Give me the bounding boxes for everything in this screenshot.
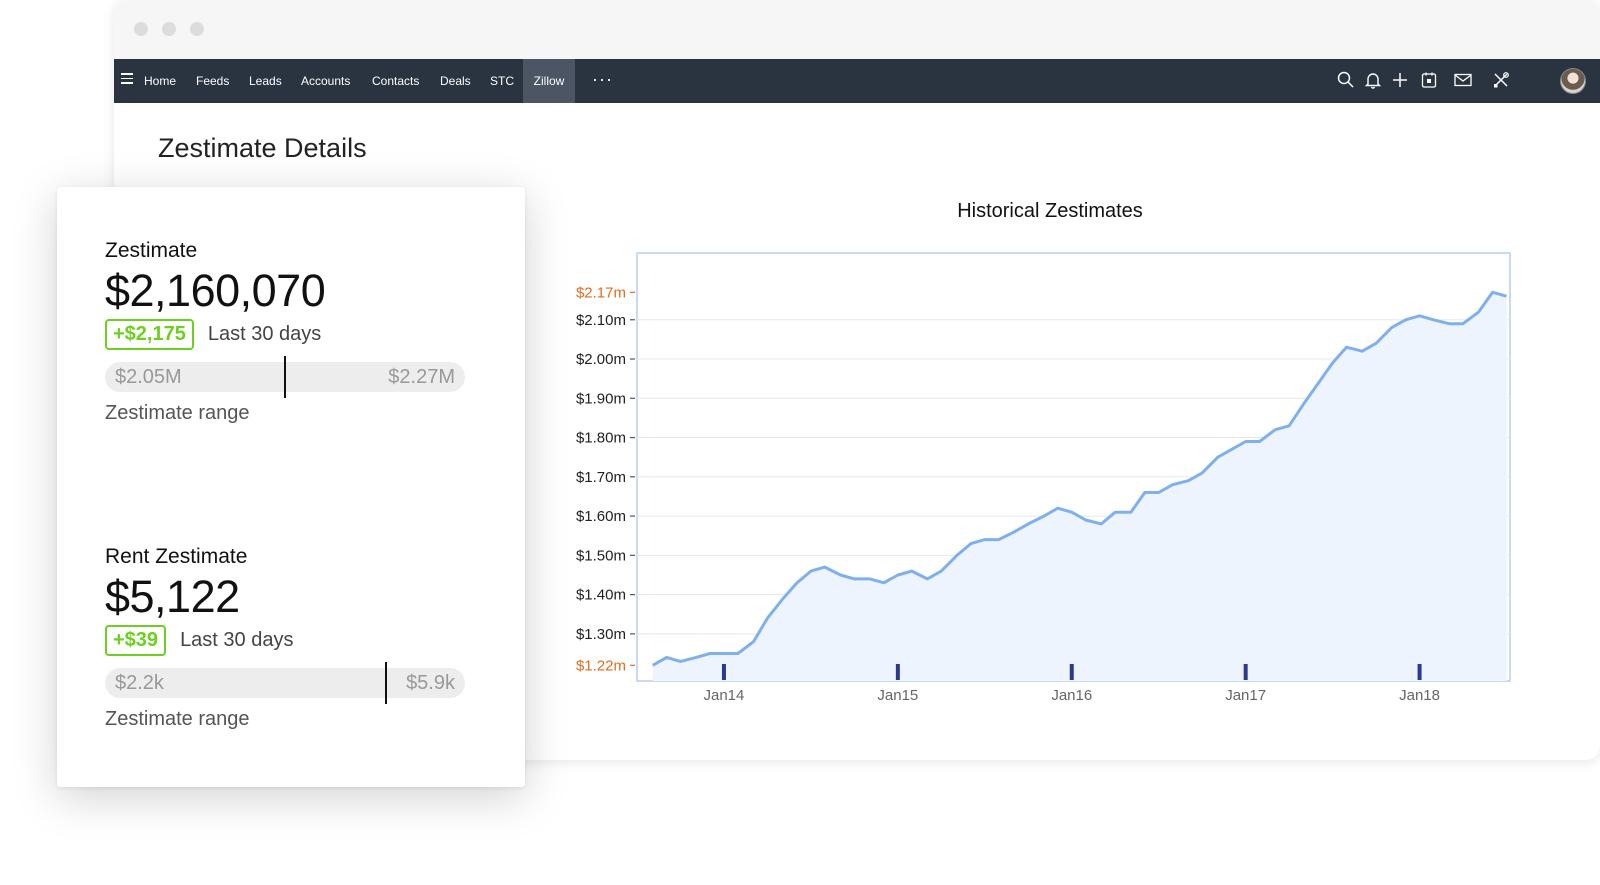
user-avatar[interactable] [1560, 68, 1586, 94]
nav-item-feeds[interactable]: Feeds [196, 74, 230, 88]
chart-svg: $1.22m $1.30m $1.40m $1.50m $1.60m $1.70m $1.8… [576, 252, 1511, 704]
y-tick-label: $1.60m [576, 508, 626, 525]
historical-zestimates-chart: Historical Zestimates $1.22m $1.30m $1.40m… [560, 190, 1540, 720]
rent-change-period: Last 30 days [180, 629, 294, 651]
series-area [652, 292, 1507, 681]
zestimate-range-bar: $2.05M $2.27M [105, 356, 465, 398]
rent-zestimate-label: Rent Zestimate [105, 545, 248, 568]
y-tick-label: $1.50m [576, 547, 626, 564]
rent-range-caption: Zestimate range [105, 708, 250, 730]
x-year-marker [1417, 664, 1422, 680]
mail-icon[interactable] [1453, 70, 1475, 90]
rent-range-bar: $2.2k $5.9k [105, 662, 465, 704]
zestimate-card: Zestimate $2,160,070 +$2,175 Last 30 day… [57, 187, 525, 787]
x-tick-label: Jan14 [704, 687, 745, 704]
y-tick-label: $1.90m [576, 390, 626, 407]
rent-range-high: $5.9k [406, 672, 455, 694]
zestimate-range-caption: Zestimate range [105, 402, 250, 424]
rent-change-row: +$39 Last 30 days [105, 625, 485, 656]
rent-change-badge: +$39 [105, 625, 167, 656]
y-tick-label: $2.10m [576, 312, 626, 329]
nav-item-accounts[interactable]: Accounts [301, 74, 351, 88]
zestimate-metric: Zestimate $2,160,070 +$2,175 Last 30 day… [105, 239, 485, 425]
y-tick-label: $1.70m [576, 469, 626, 486]
zestimate-label: Zestimate [105, 239, 198, 262]
window-titlebar [114, 0, 1600, 59]
x-tick-label: Jan17 [1225, 687, 1266, 704]
chart-title: Historical Zestimates [957, 200, 1143, 222]
y-tick-label: $2.00m [576, 351, 626, 368]
zestimate-range-low: $2.05M [115, 366, 182, 388]
zestimate-change-period: Last 30 days [207, 323, 322, 345]
hamburger-menu-icon[interactable] [121, 73, 133, 87]
nav-item-stc[interactable]: STC [490, 74, 514, 88]
nav-item-deals[interactable]: Deals [440, 74, 471, 88]
y-tick-label: $1.80m [576, 430, 626, 447]
nav-more-button[interactable]: ··· [592, 69, 613, 89]
y-tick-label: $1.22m [576, 657, 626, 674]
y-tick-label: $1.40m [576, 587, 626, 604]
top-navbar: Home Feeds Leads Accounts Contacts Deals… [114, 59, 1600, 103]
rent-range-low: $2.2k [115, 672, 164, 694]
rent-zestimate-metric: Rent Zestimate $5,122 +$39 Last 30 days … [105, 545, 485, 731]
x-tick-label: Jan16 [1051, 687, 1092, 704]
rent-range-marker [384, 662, 387, 704]
zestimate-change-badge: +$2,175 [105, 319, 194, 350]
x-tick-label: Jan15 [877, 687, 918, 704]
y-tick-label: $1.30m [576, 626, 626, 643]
x-tick-label: Jan18 [1399, 687, 1440, 704]
x-year-marker [1243, 664, 1248, 680]
rent-zestimate-value: $5,122 [105, 571, 240, 622]
bell-icon[interactable] [1363, 70, 1383, 90]
tools-icon[interactable] [1491, 70, 1511, 90]
zestimate-range-high: $2.27M [388, 366, 455, 388]
window-minimize-dot[interactable] [162, 22, 176, 36]
window-close-dot[interactable] [134, 22, 148, 36]
x-year-marker [721, 664, 726, 680]
zestimate-value: $2,160,070 [105, 265, 326, 316]
nav-item-leads[interactable]: Leads [249, 74, 282, 88]
zestimate-range-marker [284, 356, 286, 398]
y-tick-label: $2.17m [576, 284, 626, 301]
search-icon[interactable] [1336, 70, 1356, 90]
nav-item-zillow[interactable]: Zillow [523, 59, 575, 103]
zestimate-change-row: +$2,175 Last 30 days [105, 319, 485, 350]
nav-item-home[interactable]: Home [144, 74, 177, 88]
calendar-icon[interactable] [1419, 70, 1439, 90]
plus-icon[interactable] [1390, 70, 1410, 90]
page-title: Zestimate Details [158, 133, 367, 163]
window-maximize-dot[interactable] [190, 22, 204, 36]
nav-item-contacts[interactable]: Contacts [372, 74, 420, 88]
x-year-marker [895, 664, 900, 680]
x-year-marker [1069, 664, 1074, 680]
series-line [651, 290, 1507, 667]
